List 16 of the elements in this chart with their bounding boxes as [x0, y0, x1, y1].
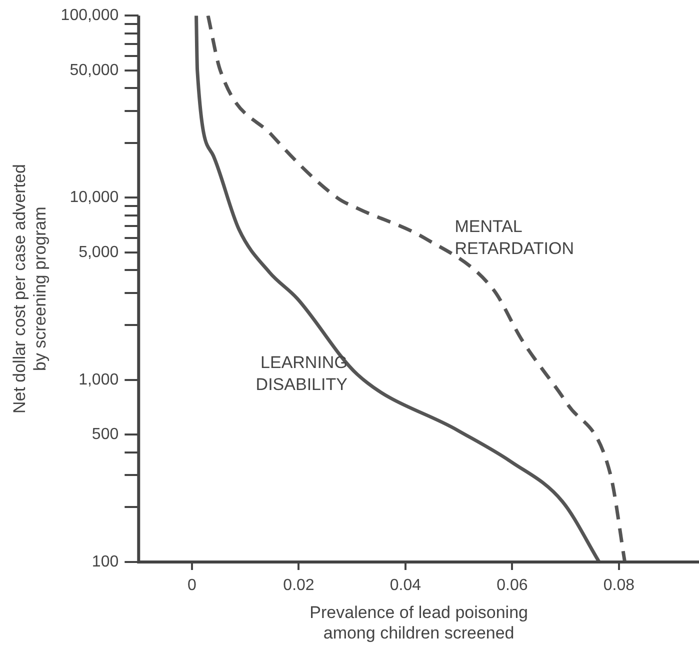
x-tick-label: 0.06	[496, 577, 528, 594]
y-tick-label: 50,000	[70, 62, 119, 79]
y-tick-label: 5,000	[78, 244, 119, 261]
y-tick-label: 10,000	[70, 189, 119, 206]
y-tick-label: 100	[92, 553, 119, 570]
x-tick-label: 0.04	[390, 577, 422, 594]
x-axis-title: Prevalence of lead poisoning among children screened	[310, 603, 528, 642]
series-label: MENTAL RETARDATION	[454, 216, 574, 258]
y-axis-title: Net dollar cost per case adverted by screening program	[10, 164, 50, 414]
y-tick-label: 100,000	[60, 7, 119, 24]
x-tick-label: 0	[188, 577, 197, 594]
y-tick-label: 1,000	[78, 371, 119, 388]
x-tick-label: 0.02	[283, 577, 314, 594]
y-tick-label: 500	[92, 426, 119, 444]
series-label: LEARNING DISABILITY	[256, 353, 348, 394]
x-tick-label: 0.08	[603, 577, 635, 594]
